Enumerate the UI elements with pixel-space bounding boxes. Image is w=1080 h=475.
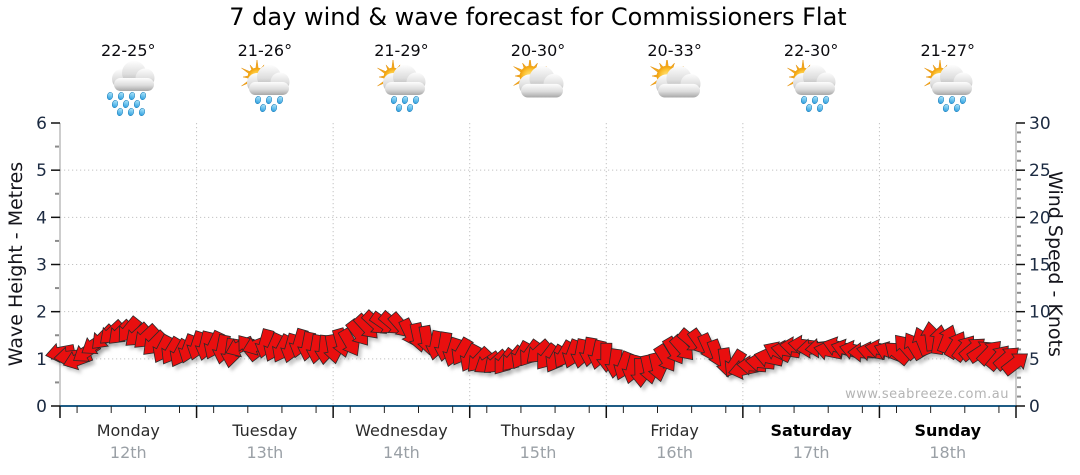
temperature-row: 22-25° 21-26° 21-29° 20-30° 20-33° 22-30° 21-2…	[60, 41, 1016, 60]
day-date: 18th	[929, 443, 967, 462]
day-name: Saturday	[770, 421, 852, 440]
day-name: Monday	[96, 421, 160, 440]
rain-heavy-icon	[107, 61, 155, 116]
weather-icon-rain-heavy	[60, 60, 197, 118]
day-name: Friday	[650, 421, 699, 440]
svg-text:3: 3	[36, 256, 47, 276]
temperature-range: 20-33°	[647, 41, 702, 60]
day-date: 14th	[383, 443, 420, 462]
day-name: Wednesday	[355, 421, 448, 440]
temperature-range: 21-29°	[374, 41, 429, 60]
svg-text:0: 0	[36, 397, 47, 417]
sun-cloud-rain-icon	[241, 60, 290, 112]
day-date: 12th	[109, 443, 147, 462]
day-labels-row: Monday 12th Tuesday 13th Wednesday 14th Thursd…	[60, 420, 1016, 464]
svg-text:1: 1	[36, 350, 47, 370]
sun-cloud-rain-icon	[377, 60, 426, 112]
temperature-range: 22-25°	[101, 41, 156, 60]
temperature-range: 21-27°	[920, 41, 976, 60]
temperature-range: 22-30°	[783, 41, 839, 60]
day-date: 13th	[246, 443, 284, 462]
day-cell: Monday 12th	[60, 420, 197, 464]
watermark: www.seabreeze.com.au	[842, 387, 1012, 402]
svg-text:15: 15	[1029, 256, 1051, 276]
day-cell: Friday 16th	[606, 420, 743, 464]
svg-text:4: 4	[36, 208, 47, 228]
svg-text:30: 30	[1029, 114, 1051, 134]
sun-cloud-rain-icon	[787, 60, 836, 112]
day-name: Thursday	[500, 421, 576, 440]
day-date: 16th	[656, 443, 693, 462]
weather-icon-sun-cloud	[606, 60, 743, 118]
chart-title: 7 day wind & wave forecast for Commissio…	[229, 3, 847, 31]
weather-icon-sun-cloud-rain	[879, 60, 1016, 118]
weather-icon-sun-cloud	[470, 60, 607, 118]
sun-cloud-rain-icon	[924, 60, 973, 112]
weather-icon-sun-cloud-rain	[743, 60, 880, 118]
weather-icon-sun-cloud-rain	[197, 60, 334, 118]
sun-cloud-icon	[513, 60, 564, 98]
day-cell: Saturday 17th	[743, 420, 880, 464]
svg-text:0: 0	[1029, 397, 1040, 417]
day-cell: Sunday 18th	[879, 420, 1016, 464]
svg-text:2: 2	[36, 303, 47, 323]
temperature-range: 20-30°	[510, 41, 566, 60]
sun-cloud-icon	[649, 60, 701, 98]
weather-icons-row	[60, 60, 1016, 118]
day-cell: Tuesday 13th	[197, 420, 334, 464]
right-axis-title: Wind Speed - Knots	[1044, 171, 1066, 357]
svg-text:25: 25	[1029, 161, 1051, 181]
left-axis-title: Wave Height - Metres	[5, 161, 27, 367]
weather-icon-sun-cloud-rain	[333, 60, 470, 118]
svg-text:10: 10	[1029, 303, 1051, 323]
svg-text:6: 6	[36, 114, 47, 134]
day-cell: Thursday 15th	[470, 420, 607, 464]
day-date: 17th	[792, 443, 830, 462]
svg-text:5: 5	[1029, 350, 1040, 370]
day-name: Tuesday	[232, 421, 298, 440]
svg-text:5: 5	[36, 161, 47, 181]
day-date: 15th	[519, 443, 557, 462]
svg-text:20: 20	[1029, 208, 1051, 228]
day-name: Sunday	[914, 421, 982, 440]
day-cell: Wednesday 14th	[333, 420, 470, 464]
temperature-range: 21-26°	[237, 41, 293, 60]
